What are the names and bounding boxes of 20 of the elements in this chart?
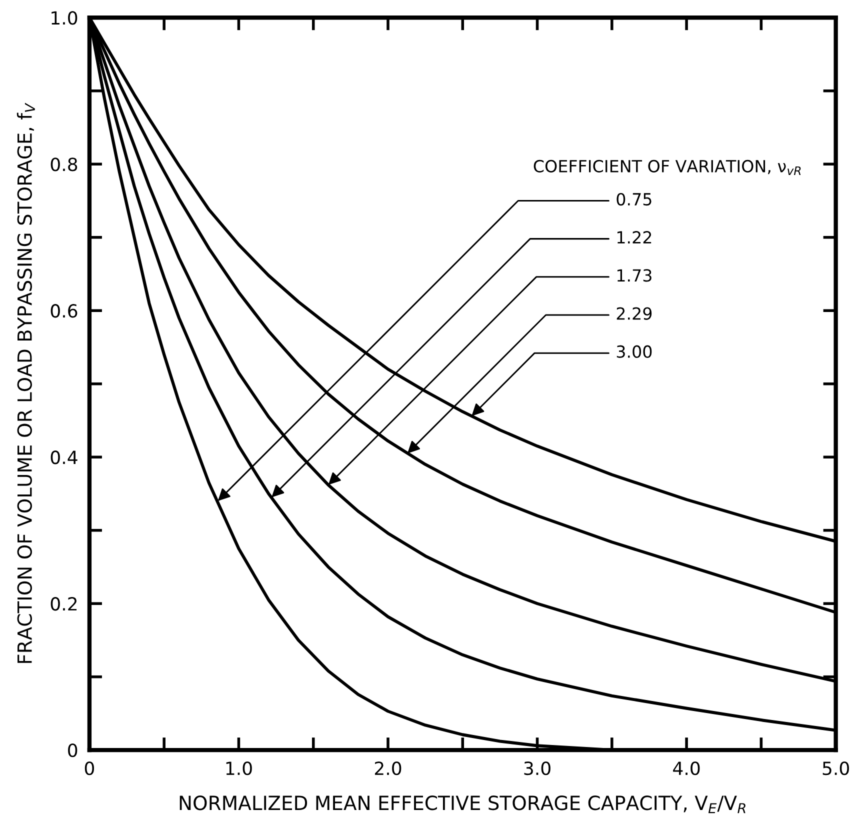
y-tick-label: 0.8 (50, 158, 78, 172)
x-tick-label: 2.0 (374, 761, 402, 776)
x-tick-label: 5.0 (822, 761, 849, 776)
annotation: 1.22 (617, 231, 652, 244)
annotation: 1.73 (617, 269, 652, 282)
annotation: 3.00 (616, 345, 652, 358)
annotation: 2.29 (616, 307, 652, 320)
x-tick-label: 0 (84, 761, 94, 776)
y-axis-title: FRACTION OF VOLUME OR LOAD BYPASSING STORAGE, f$_{V}$ (16, 102, 35, 663)
annotation: COEFFICIENT OF VARIATION, ν$_{vR}$ (534, 160, 801, 175)
x-tick-label: 1.0 (226, 761, 252, 776)
y-tick-label: 0.2 (50, 597, 77, 611)
y-tick-label: 0.6 (50, 304, 78, 318)
x-tick-label: 3.0 (524, 761, 550, 776)
x-axis-title: NORMALIZED MEAN EFFECTIVE STORAGE CAPACITY, V$_{E}$/V$_{R}$ (180, 796, 746, 814)
x-tick-label: 4.0 (673, 761, 700, 776)
y-tick-label: 0 (68, 744, 78, 758)
y-tick-label: 0.4 (50, 450, 78, 464)
annotation: 0.75 (616, 192, 652, 206)
y-tick-label: 1.0 (52, 11, 78, 25)
